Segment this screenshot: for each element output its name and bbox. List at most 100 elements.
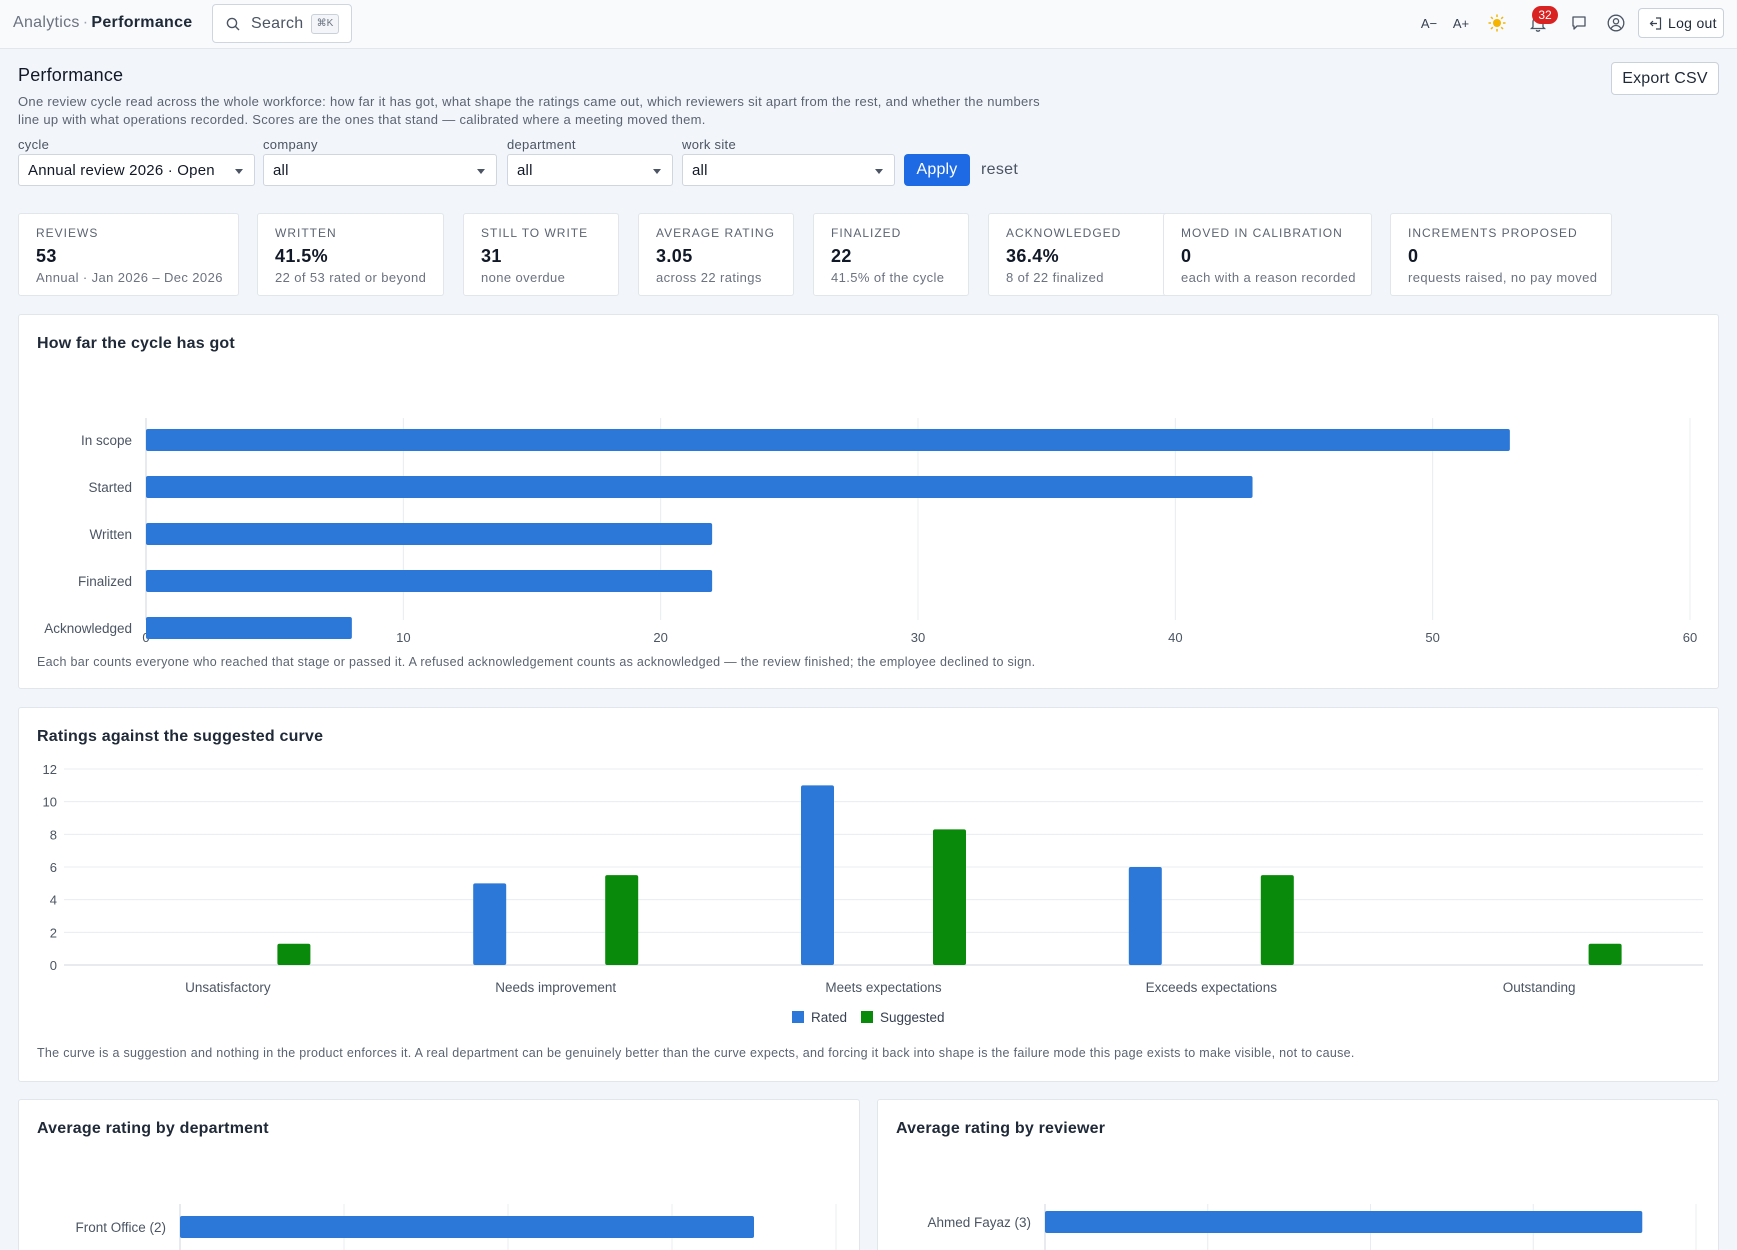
x-tick-label: 10	[396, 630, 410, 645]
category-label: Acknowledged	[44, 621, 132, 636]
page-title: Performance	[18, 65, 124, 85]
kpi-subtext: Annual · Jan 2026 – Dec 2026	[36, 270, 223, 285]
kpi-subtext: each with a reason recorded	[1181, 270, 1356, 285]
top-bar: Analytics · Performance Search ⌘K A− A+ 32…	[0, 0, 1737, 49]
search-button[interactable]: Search ⌘K	[212, 4, 352, 43]
kpi-subtext: across 22 ratings	[656, 270, 762, 285]
panel-note: Each bar counts everyone who reached tha…	[37, 655, 1036, 669]
kpi-subtext: 22 of 53 rated or beyond	[275, 270, 427, 285]
cycle-select-value: Annual review 2026 · Open	[28, 162, 215, 179]
category-label: Ahmed Fayaz (3)	[927, 1215, 1031, 1230]
kpi-label: AVERAGE RATING	[656, 226, 775, 240]
chevron-down-icon	[477, 169, 485, 174]
category-label: Unsatisfactory	[185, 980, 271, 995]
messages-button[interactable]	[1571, 15, 1587, 37]
x-tick-label: 60	[1683, 630, 1697, 645]
suggested-bar	[1260, 875, 1294, 965]
kpi-value: 3.05	[656, 246, 693, 266]
kpi-label: WRITTEN	[275, 226, 337, 240]
category-label: Written	[89, 527, 132, 542]
bar	[146, 429, 1510, 451]
profile-button[interactable]	[1607, 14, 1625, 36]
reviewer-rating-panel: Average rating by reviewer Ahmed Fayaz (…	[877, 1099, 1719, 1250]
company-select[interactable]: all	[263, 154, 497, 186]
reset-link[interactable]: reset	[981, 161, 1019, 178]
breadcrumb-parent[interactable]: Analytics	[13, 14, 80, 31]
category-label: Outstanding	[1503, 980, 1576, 995]
category-label: In scope	[81, 433, 132, 448]
cycle-progress-panel: How far the cycle has got 0 10 20 30 40 50 60 I…	[18, 314, 1719, 689]
kpi-label: MOVED IN CALIBRATION	[1181, 226, 1343, 240]
search-label: Search	[251, 15, 304, 32]
chevron-down-icon	[235, 169, 243, 174]
search-shortcut: ⌘K	[311, 14, 339, 34]
category-label: Exceeds expectations	[1146, 980, 1278, 995]
category-label: Needs improvement	[495, 980, 616, 995]
notifications-badge: 32	[1532, 6, 1558, 24]
category-label: Meets expectations	[825, 980, 942, 995]
x-tick-label: 50	[1425, 630, 1439, 645]
logout-button[interactable]: Log out	[1638, 8, 1724, 38]
breadcrumb-current: Performance	[91, 14, 193, 31]
reviewer-rating-chart: Ahmed Fayaz (3)Yoosuf Rasheed (2)	[927, 1204, 1697, 1250]
suggested-bar	[277, 943, 311, 965]
suggested-bar	[933, 829, 966, 965]
cycle-progress-chart: 0 10 20 30 40 50 60 In scope Started Written Final…	[44, 418, 1697, 645]
kpi-subtext: requests raised, no pay moved	[1408, 270, 1598, 285]
legend-swatch	[861, 1011, 873, 1023]
kpi-value: 36.4%	[1006, 246, 1060, 266]
kpi-label: ACKNOWLEDGED	[1006, 226, 1122, 240]
y-tick-label: 12	[43, 762, 57, 777]
y-tick-label: 6	[50, 860, 57, 875]
breadcrumb: Analytics · Performance	[13, 14, 193, 32]
kpi-value: 0	[1181, 246, 1192, 266]
bar	[1045, 1211, 1643, 1233]
suggested-bar	[605, 875, 639, 965]
theme-toggle-button[interactable]	[1488, 14, 1506, 36]
department-rating-chart: Front Office (2)Security (2)	[75, 1204, 837, 1250]
panel-title: Average rating by reviewer	[896, 1120, 1106, 1137]
sun-icon	[1488, 14, 1506, 32]
x-tick-label: 20	[653, 630, 667, 645]
y-tick-label: 2	[50, 925, 57, 940]
panel-title: Average rating by department	[37, 1120, 269, 1137]
kpi-label: STILL TO WRITE	[481, 226, 589, 240]
department-select-value: all	[517, 162, 533, 179]
kpi-value: 41.5%	[275, 246, 329, 266]
department-select[interactable]: all	[507, 154, 673, 186]
ratings-curve-panel: Ratings against the suggested curve 0 2 4 6…	[18, 707, 1719, 1082]
category-label: Front Office (2)	[75, 1220, 166, 1235]
panel-title: Ratings against the suggested curve	[37, 728, 324, 745]
kpi-label: REVIEWS	[36, 226, 99, 240]
page-description: One review cycle read across the whole w…	[18, 94, 1040, 127]
apply-button[interactable]: Apply	[904, 154, 970, 186]
kpi-value: 0	[1408, 246, 1419, 266]
kpi-label: INCREMENTS PROPOSED	[1408, 226, 1578, 240]
panel-note: The curve is a suggestion and nothing in…	[37, 1046, 1355, 1060]
export-csv-button[interactable]: Export CSV	[1611, 62, 1719, 95]
chevron-down-icon	[875, 169, 883, 174]
kpi-card-reviews: REVIEWS 53 Annual · Jan 2026 – Dec 2026	[18, 213, 239, 296]
bar	[146, 523, 713, 545]
chat-icon	[1572, 16, 1586, 30]
kpi-card-finalized: FINALIZED 22 41.5% of the cycle	[813, 213, 969, 296]
category-label: Finalized	[78, 574, 132, 589]
work-site-select[interactable]: all	[682, 154, 895, 186]
kpi-subtext: none overdue	[481, 270, 566, 285]
y-tick-label: 8	[50, 827, 57, 842]
search-icon	[226, 17, 240, 31]
kpi-card-average-rating: AVERAGE RATING 3.05 across 22 ratings	[638, 213, 794, 296]
rated-bar	[473, 883, 507, 965]
logout-icon	[1649, 17, 1662, 30]
cycle-select[interactable]: Annual review 2026 · Open	[18, 154, 255, 186]
font-larger-button[interactable]: A+	[1452, 16, 1470, 31]
department-rating-panel: Average rating by department Front Offic…	[18, 1099, 860, 1250]
kpi-value: 22	[831, 246, 852, 266]
company-filter-label: company	[263, 137, 318, 152]
kpi-subtext: 41.5% of the cycle	[831, 270, 945, 285]
font-smaller-button[interactable]: A−	[1420, 16, 1438, 31]
legend-label: Suggested	[880, 1010, 945, 1025]
bar	[146, 617, 352, 639]
breadcrumb-separator: ·	[82, 14, 89, 31]
logout-label: Log out	[1668, 15, 1717, 31]
